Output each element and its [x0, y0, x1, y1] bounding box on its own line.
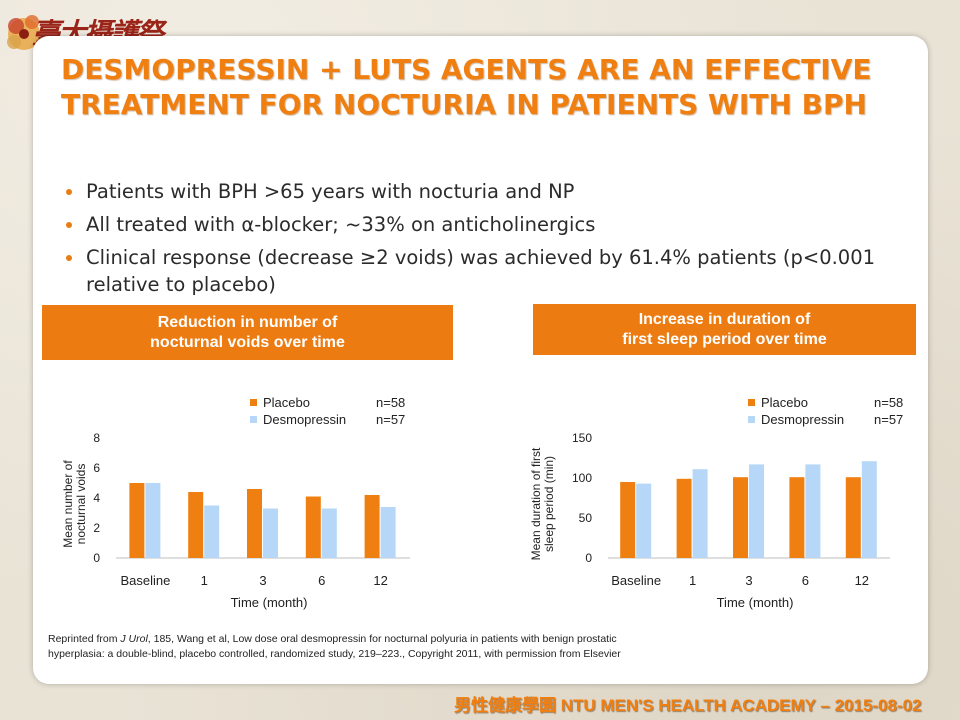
y-axis-label: Mean duration of first sleep period (min)	[529, 447, 556, 560]
x-tick-label: 1	[201, 573, 208, 588]
bullet-text: Patients with BPH >65 years with nocturi…	[86, 180, 575, 203]
bar-desmopressin-baseline	[145, 483, 161, 558]
legend-count-desmopressin: n=57	[874, 412, 903, 427]
bar-desmopressin-12	[861, 461, 877, 558]
right-header-line1: Increase in duration of	[638, 310, 811, 328]
nocturnal-voids-chart-svg: 0 2 4 6 8 Mean number of nocturnal voids Baseli…	[61, 395, 410, 610]
bar-placebo-3	[247, 489, 262, 558]
bullet-dot-icon	[66, 255, 72, 261]
bullet-item: Clinical response (decrease ≥2 voids) wa…	[66, 244, 906, 298]
bar-desmopressin-6	[805, 464, 821, 558]
legend-label-placebo: Placebo	[761, 395, 808, 410]
y-tick-label: 8	[93, 431, 100, 445]
x-tick-label: Baseline	[611, 573, 661, 588]
left-header-line1: Reduction in number of	[157, 313, 338, 331]
reference-rest: , 185, Wang et al, Low dose oral desmopr…	[48, 633, 621, 660]
y-axis-label-line1: Mean number of	[61, 460, 75, 548]
legend-swatch-desmopressin	[748, 416, 755, 423]
slide-card	[33, 36, 928, 684]
legend-swatch-placebo	[748, 399, 755, 406]
x-tick-label: 1	[689, 573, 696, 588]
x-tick-label: 3	[259, 573, 266, 588]
x-axis-label: Time (month)	[231, 595, 308, 610]
reference-prefix: Reprinted from	[48, 633, 121, 645]
reference-journal: J Urol	[120, 633, 148, 645]
legend-count-placebo: n=58	[376, 395, 405, 410]
footer-banner: 男性健康學園 NTU MEN'S HEALTH ACADEMY – 2015-0…	[454, 696, 922, 715]
legend-label-desmopressin: Desmopressin	[263, 412, 346, 427]
bullet-item: Patients with BPH >65 years with nocturi…	[66, 178, 906, 205]
y-tick-label: 50	[579, 511, 593, 525]
bar-placebo-12	[845, 477, 861, 558]
legend-count-desmopressin: n=57	[376, 412, 405, 427]
reference-note: Reprinted from J Urol, 185, Wang et al, …	[48, 632, 628, 662]
bar-desmopressin-12	[380, 507, 396, 558]
y-tick-label: 6	[93, 461, 100, 475]
x-tick-label: 6	[802, 573, 809, 588]
sleep-duration-chart: 0 50 100 150 Mean duration of first sleep per…	[520, 390, 920, 615]
legend-count-placebo: n=58	[874, 395, 903, 410]
bar-desmopressin-6	[321, 508, 337, 558]
left-panel-header: Reduction in number of nocturnal voids o…	[42, 305, 453, 360]
bar-placebo-6	[789, 477, 805, 558]
bar-placebo-3	[733, 477, 748, 558]
y-tick-label: 0	[93, 551, 100, 565]
bar-placebo-1	[676, 478, 692, 558]
bullet-dot-icon	[66, 222, 72, 228]
bar-placebo-12	[364, 495, 380, 558]
y-tick-label: 2	[93, 521, 100, 535]
y-tick-label: 100	[572, 471, 592, 485]
bar-desmopressin-1	[204, 505, 220, 558]
x-axis-label: Time (month)	[717, 595, 794, 610]
bar-desmopressin-baseline	[636, 483, 652, 558]
legend-label-desmopressin: Desmopressin	[761, 412, 844, 427]
bar-desmopressin-1	[692, 469, 708, 558]
y-axis-label-line1: Mean duration of first	[529, 447, 543, 560]
bullet-item: All treated with α-blocker; ~33% on anti…	[66, 211, 906, 238]
legend-swatch-desmopressin	[250, 416, 257, 423]
bullet-text: Clinical response (decrease ≥2 voids) wa…	[86, 246, 876, 296]
bar-placebo-baseline	[129, 483, 145, 558]
y-axis-label-line2: sleep period (min)	[542, 456, 556, 552]
sleep-duration-chart-svg: 0 50 100 150 Mean duration of first sleep per…	[529, 395, 903, 610]
right-panel-header: Increase in duration of first sleep peri…	[533, 304, 916, 355]
nocturnal-voids-chart: 0 2 4 6 8 Mean number of nocturnal voids Baseli…	[40, 390, 470, 615]
bullet-list: Patients with BPH >65 years with nocturi…	[66, 178, 906, 304]
y-tick-label: 150	[572, 431, 592, 445]
y-axis-label: Mean number of nocturnal voids	[61, 460, 88, 548]
y-axis-label-line2: nocturnal voids	[74, 464, 88, 545]
legend-swatch-placebo	[250, 399, 257, 406]
bar-desmopressin-3	[263, 508, 278, 558]
x-tick-label: 6	[318, 573, 325, 588]
x-tick-label: 3	[745, 573, 752, 588]
y-tick-label: 4	[93, 491, 100, 505]
x-tick-label: 12	[373, 573, 387, 588]
flower-logo-icon	[7, 15, 40, 50]
bullet-text: All treated with α-blocker; ~33% on anti…	[86, 213, 596, 236]
bar-placebo-6	[305, 496, 321, 558]
slide-title: DESMOPRESSIN + LUTS AGENTS ARE AN EFFECT…	[61, 53, 872, 121]
bar-placebo-baseline	[620, 482, 636, 558]
bullet-dot-icon	[66, 189, 72, 195]
legend-label-placebo: Placebo	[263, 395, 310, 410]
bar-placebo-1	[188, 492, 204, 558]
x-tick-label: Baseline	[120, 573, 170, 588]
right-header-line2: first sleep period over time	[622, 330, 827, 348]
left-header-line2: nocturnal voids over time	[150, 333, 345, 351]
bar-desmopressin-3	[749, 464, 764, 558]
y-tick-label: 0	[585, 551, 592, 565]
x-tick-label: 12	[855, 573, 869, 588]
